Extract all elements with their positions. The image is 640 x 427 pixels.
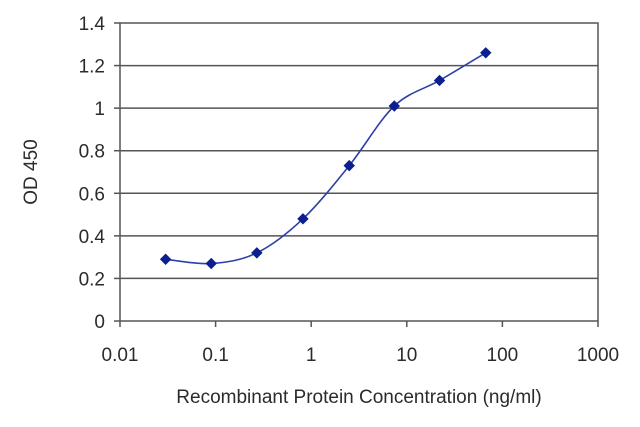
data-point bbox=[433, 74, 446, 87]
x-tick-label: 0.1 bbox=[202, 345, 228, 366]
series-line bbox=[165, 52, 487, 265]
data-point bbox=[388, 100, 401, 112]
gridlines bbox=[120, 64, 598, 280]
y-tick-label: 1.2 bbox=[79, 57, 105, 78]
data-point bbox=[343, 159, 355, 172]
x-tick-label: 10 bbox=[396, 345, 417, 366]
data-point bbox=[205, 257, 217, 270]
data-point bbox=[251, 247, 263, 259]
y-tick-label: 1.4 bbox=[79, 14, 106, 35]
y-tick-label: 0.6 bbox=[79, 184, 105, 205]
x-axis-title: Recombinant Protein Concentration (ng/ml… bbox=[176, 387, 541, 408]
x-tick-label: 1 bbox=[306, 345, 317, 366]
data-point bbox=[297, 213, 309, 225]
x-tick-label: 1000 bbox=[577, 345, 619, 366]
series-layer bbox=[159, 47, 492, 270]
data-point bbox=[159, 253, 172, 265]
x-axis-ticks: 0.01 0.1 1 10 100 1000 bbox=[102, 321, 619, 366]
data-point bbox=[480, 47, 492, 59]
y-tick-label: 0.8 bbox=[79, 142, 105, 163]
y-tick-label: 0.2 bbox=[79, 269, 105, 290]
x-tick-label: 0.01 bbox=[102, 345, 139, 366]
y-tick-label: 0 bbox=[94, 312, 105, 333]
y-axis-title: OD 450 bbox=[21, 139, 42, 204]
y-tick-label: 0.4 bbox=[79, 227, 106, 248]
x-tick-label: 100 bbox=[487, 345, 519, 366]
plot-area bbox=[119, 22, 599, 322]
y-axis-ticks: 0 0.2 0.4 0.6 0.8 1 1.2 1.4 bbox=[79, 14, 120, 333]
y-tick-label: 1 bbox=[94, 99, 105, 120]
